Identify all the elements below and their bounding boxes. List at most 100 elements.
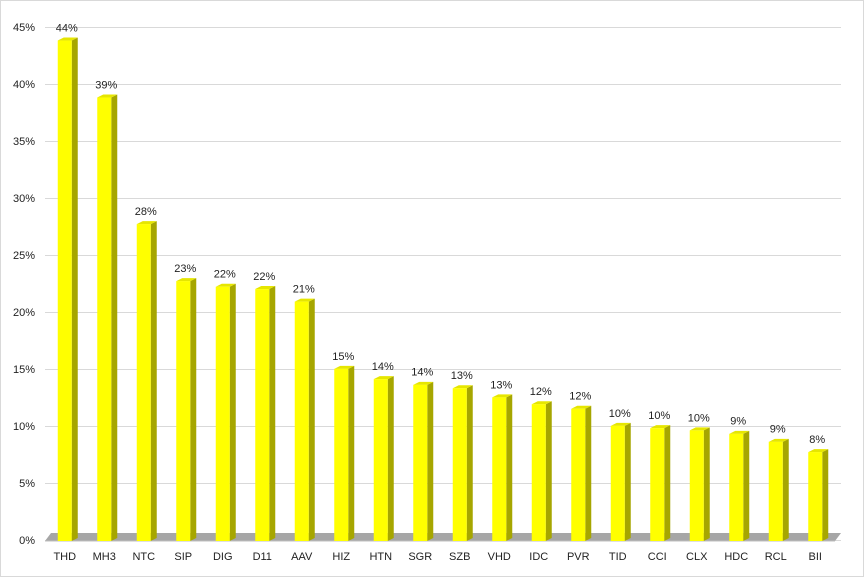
floor xyxy=(45,533,841,541)
value-label: 44% xyxy=(56,22,78,34)
bar-top xyxy=(531,401,552,405)
bar xyxy=(492,397,507,541)
value-label: 22% xyxy=(214,269,236,281)
bar-top xyxy=(215,283,236,287)
bar-side xyxy=(111,94,118,541)
x-tick-label: IDC xyxy=(529,551,548,563)
bar xyxy=(531,404,546,541)
bar-side xyxy=(427,381,434,541)
bar-side xyxy=(229,283,236,541)
y-tick-label: 0% xyxy=(19,535,35,547)
x-tick-label: HDC xyxy=(724,551,748,563)
bar-side xyxy=(782,438,789,541)
value-label: 12% xyxy=(569,391,591,403)
bar xyxy=(571,408,586,541)
bar xyxy=(136,224,151,541)
x-tick-label: AAV xyxy=(291,551,313,563)
value-label: 14% xyxy=(372,361,394,373)
value-label: 21% xyxy=(293,284,315,296)
bar-top xyxy=(97,94,118,98)
bar-top xyxy=(689,427,710,431)
x-tick-label: SGR xyxy=(408,551,432,563)
y-tick-label: 40% xyxy=(13,79,35,91)
x-tick-label: CLX xyxy=(686,551,708,563)
y-tick-label: 15% xyxy=(13,364,35,376)
bar xyxy=(373,379,388,541)
bar xyxy=(294,301,309,541)
x-tick-label: PVR xyxy=(567,551,590,563)
value-label: 12% xyxy=(530,386,552,398)
x-tick-label: HIZ xyxy=(332,551,350,563)
bar xyxy=(413,384,428,541)
bar-side xyxy=(190,278,197,541)
y-tick-label: 20% xyxy=(13,307,35,319)
y-tick-label: 30% xyxy=(13,193,35,205)
bar-top xyxy=(176,278,197,282)
bar-side xyxy=(703,427,710,541)
bar-side xyxy=(506,394,513,541)
x-tick-label: TID xyxy=(609,551,627,563)
x-tick-label: SZB xyxy=(449,551,470,563)
bar-top xyxy=(492,394,513,398)
x-tick-label: BII xyxy=(809,551,822,563)
x-tick-label: MH3 xyxy=(93,551,116,563)
bar-top xyxy=(334,365,355,369)
value-label: 22% xyxy=(253,271,275,283)
y-tick-label: 35% xyxy=(13,136,35,148)
value-label: 15% xyxy=(332,351,354,363)
value-label: 10% xyxy=(609,408,631,420)
bar xyxy=(97,97,112,541)
bar-side xyxy=(585,405,592,541)
bar xyxy=(729,433,744,541)
x-tick-label: THD xyxy=(53,551,76,563)
bar xyxy=(610,425,625,541)
bar xyxy=(255,289,270,541)
bar-top xyxy=(808,449,829,453)
bar xyxy=(452,388,467,541)
x-tick-label: DIG xyxy=(213,551,233,563)
bar-side xyxy=(348,365,355,541)
bar-top xyxy=(571,405,592,409)
x-tick-label: RCL xyxy=(765,551,787,563)
y-tick-label: 5% xyxy=(19,478,35,490)
bar-side xyxy=(387,376,394,541)
bar xyxy=(215,286,230,541)
bar-side xyxy=(71,37,78,541)
bar-side xyxy=(743,430,750,541)
bar-side xyxy=(624,422,631,541)
bar-side xyxy=(545,401,552,541)
bar xyxy=(176,281,191,541)
bar-top xyxy=(57,37,78,41)
value-label: 8% xyxy=(809,434,825,446)
bar-top xyxy=(413,381,434,385)
x-tick-label: VHD xyxy=(488,551,511,563)
bar xyxy=(334,368,349,541)
value-label: 23% xyxy=(174,263,196,275)
value-label: 9% xyxy=(730,416,746,428)
value-label: 10% xyxy=(648,410,670,422)
y-tick-label: 10% xyxy=(13,421,35,433)
y-tick-label: 25% xyxy=(13,250,35,262)
bar-top xyxy=(729,430,750,434)
bar-top xyxy=(610,422,631,426)
bar-side xyxy=(269,286,276,541)
bar-side xyxy=(466,385,473,541)
bar-side xyxy=(150,221,157,541)
value-label: 9% xyxy=(770,424,786,436)
x-tick-label: CCI xyxy=(648,551,667,563)
x-tick-label: SIP xyxy=(174,551,192,563)
bar-top xyxy=(255,286,276,290)
bar-top xyxy=(136,221,157,225)
bar-side xyxy=(664,425,671,541)
bar xyxy=(57,40,72,541)
bar-side xyxy=(822,449,829,541)
bar-top xyxy=(650,425,671,429)
bar-top xyxy=(452,385,473,389)
value-label: 13% xyxy=(490,379,512,391)
bar-top xyxy=(294,298,315,302)
x-tick-label: NTC xyxy=(132,551,155,563)
x-tick-label: HTN xyxy=(369,551,392,563)
bar-top xyxy=(768,438,789,442)
value-label: 39% xyxy=(95,79,117,91)
